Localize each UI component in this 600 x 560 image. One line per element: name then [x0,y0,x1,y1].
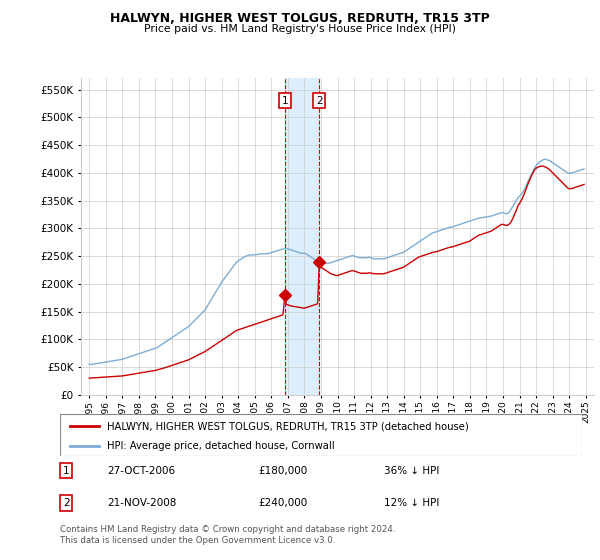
Text: 2: 2 [63,498,70,508]
Text: 12% ↓ HPI: 12% ↓ HPI [383,498,439,508]
Text: HALWYN, HIGHER WEST TOLGUS, REDRUTH, TR15 3TP (detached house): HALWYN, HIGHER WEST TOLGUS, REDRUTH, TR1… [107,421,469,431]
Text: 1: 1 [282,96,289,106]
Text: 36% ↓ HPI: 36% ↓ HPI [383,465,439,475]
Text: £180,000: £180,000 [259,465,308,475]
Text: 1: 1 [63,465,70,475]
Text: 27-OCT-2006: 27-OCT-2006 [107,465,175,475]
Text: HALWYN, HIGHER WEST TOLGUS, REDRUTH, TR15 3TP: HALWYN, HIGHER WEST TOLGUS, REDRUTH, TR1… [110,12,490,25]
Text: Contains HM Land Registry data © Crown copyright and database right 2024.
This d: Contains HM Land Registry data © Crown c… [60,525,395,545]
Text: HPI: Average price, detached house, Cornwall: HPI: Average price, detached house, Corn… [107,441,335,451]
Text: £240,000: £240,000 [259,498,308,508]
Bar [285,78,319,395]
Text: 2: 2 [316,96,323,106]
Text: Price paid vs. HM Land Registry's House Price Index (HPI): Price paid vs. HM Land Registry's House … [144,24,456,34]
Text: 21-NOV-2008: 21-NOV-2008 [107,498,176,508]
